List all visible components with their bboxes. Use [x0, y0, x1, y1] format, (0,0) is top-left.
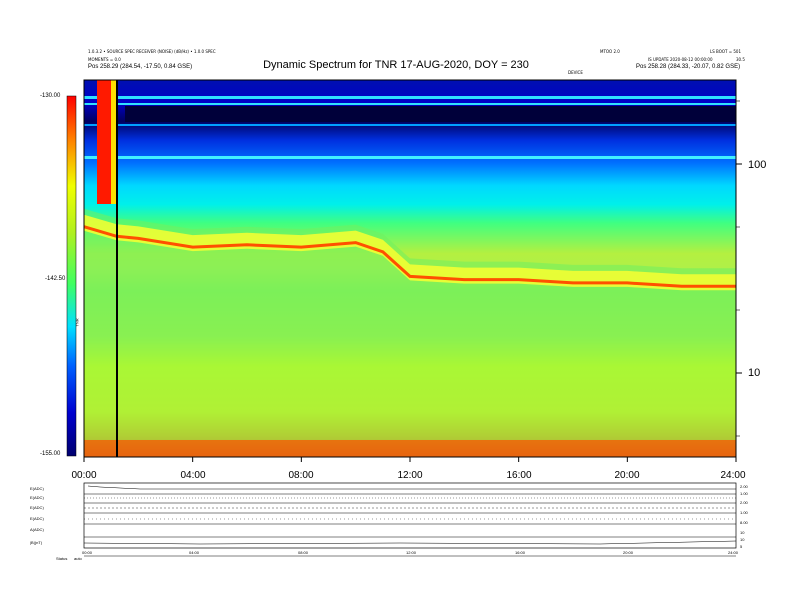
panel-tick: 8.00 — [740, 520, 748, 525]
colorbar-min-label: -155.00 — [40, 451, 61, 457]
panel-label: E(ADC) — [30, 505, 44, 510]
panel-x-tick: 16:00 — [515, 550, 526, 555]
panel-label: A(ADC) — [30, 527, 44, 532]
y-tick-label: 10 — [748, 367, 761, 379]
plasma-frequency-line — [83, 225, 736, 288]
header-info-line: MOMENTS = 0.0 — [88, 57, 121, 62]
header-position-right: Pos 258.28 (284.33, -20.07, 0.82 GSE) — [636, 64, 741, 70]
chart-title: Dynamic Spectrum for TNR 17-AUG-2020, DO… — [263, 59, 529, 71]
y-tick-label: 100 — [748, 159, 767, 171]
header-info-right: LS BOOT = 501 — [710, 49, 741, 54]
panel-x-tick: 20:00 — [623, 550, 634, 555]
radio-burst — [97, 80, 111, 204]
panel-tick: 10 — [740, 530, 745, 535]
spectral-band-line — [84, 124, 736, 126]
panel-tick: 5 — [740, 544, 743, 549]
plasma-line-halo — [84, 214, 736, 291]
panel-label: |B|(nT) — [30, 540, 43, 545]
spectral-band-line — [84, 103, 736, 105]
panel-trace — [83, 540, 737, 545]
spectral-band-line — [84, 96, 736, 99]
panel-x-tick: 24:00 — [728, 550, 739, 555]
header-info-line: 1.0.3.2 • SOURCE SPEC RECEIVER (NOISE) (… — [88, 49, 216, 54]
green-emission-region — [84, 208, 736, 457]
header-info-right: IS UPDATE 2020-08-12 00:00:00 — [648, 57, 713, 62]
panel-tick: 1.00 — [740, 510, 748, 515]
status-flag: auto — [74, 556, 82, 561]
spectral-band-line — [84, 156, 736, 159]
x-tick-label: 00:00 — [71, 470, 97, 481]
colorbar-mid-label: -142.50 — [45, 276, 66, 282]
panel-tick: 2.00 — [740, 484, 748, 489]
colorbar-unit-label: TNR — [74, 318, 80, 327]
panel-x-tick: 04:00 — [189, 550, 200, 555]
low-frequency-band — [84, 440, 736, 457]
colorbar-max-label: -130.00 — [40, 93, 61, 99]
x-tick-label: 04:00 — [180, 470, 206, 481]
status-label: Status — [56, 556, 68, 561]
x-tick-label: 16:00 — [506, 470, 532, 481]
x-tick-label: 08:00 — [288, 470, 314, 481]
header-info-right: MTOO 2.0 — [600, 49, 620, 54]
auxiliary-panels-frame — [83, 482, 737, 549]
panel-x-tick: 08:00 — [298, 550, 309, 555]
x-tick-label: 24:00 — [720, 470, 746, 481]
header-position-left: Pos 258.29 (284.54, -17.50, 0.84 GSE) — [88, 64, 193, 70]
radio-burst-edge — [111, 80, 117, 204]
panel-tick: 1.00 — [740, 491, 748, 496]
dark-band — [125, 106, 736, 122]
panel-x-tick: 00:00 — [82, 550, 93, 555]
x-tick-label: 12:00 — [397, 470, 423, 481]
colorbar — [66, 95, 77, 457]
panel-label: E(ADC) — [30, 486, 44, 491]
x-tick-label: 20:00 — [614, 470, 640, 481]
panel-trace — [87, 485, 736, 490]
panel-tick: 2.00 — [740, 500, 748, 505]
panel-label: E(ADC) — [30, 495, 44, 500]
header-info-right: 30.5 — [736, 57, 745, 62]
panel-tick: 10 — [740, 537, 745, 542]
time-marker-line — [116, 80, 118, 457]
panel-label: E(ADC) — [30, 516, 44, 521]
header-small-label: DEVICE — [568, 70, 583, 75]
panel-x-tick: 12:00 — [406, 550, 417, 555]
